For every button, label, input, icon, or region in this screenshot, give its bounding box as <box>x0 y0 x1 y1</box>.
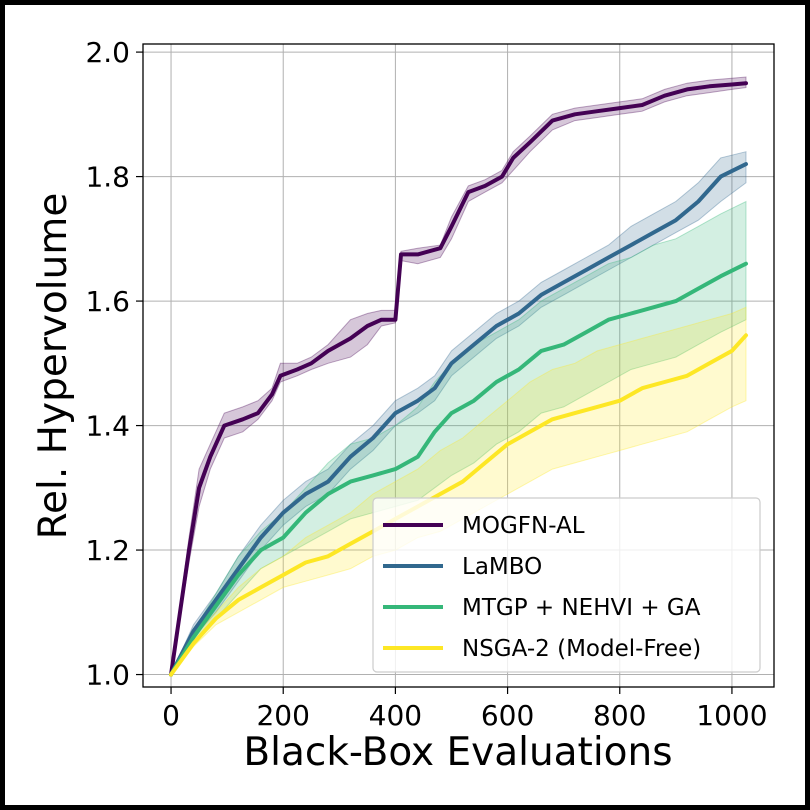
series-lines <box>169 81 748 677</box>
confidence-band-3 <box>170 306 747 675</box>
y-axis-label: Rel. Hypervolume <box>31 193 76 540</box>
x-axis-ticks: 0 200 400 600 800 1000 <box>162 687 768 732</box>
legend-label-1: LaMBO <box>462 554 542 580</box>
legend: MOGFN-AL LaMBO MTGP + NEHVI + GA NSGA-2 (Mo… <box>372 497 761 673</box>
legend-box <box>372 497 761 673</box>
series-line-1 <box>169 162 748 677</box>
series-line-2 <box>169 261 748 677</box>
legend-label-3: NSGA-2 (Model-Free) <box>462 636 701 662</box>
confidence-band-1 <box>170 151 747 675</box>
y-tick-label-4: 1.8 <box>85 161 130 194</box>
series-line-0 <box>169 81 748 677</box>
legend-label-2: MTGP + NEHVI + GA <box>462 595 701 621</box>
legend-label-0: MOGFN-AL <box>462 513 585 539</box>
x-tick-label-1: 200 <box>256 699 309 732</box>
x-tick-label-3: 600 <box>481 699 534 732</box>
x-tick-label-4: 800 <box>593 699 646 732</box>
plot-area-border <box>142 43 775 688</box>
y-axis-ticks: 1.0 1.2 1.4 1.6 1.8 2.0 <box>85 36 143 692</box>
y-tick-label-3: 1.6 <box>85 285 130 318</box>
x-tick-label-2: 400 <box>369 699 422 732</box>
y-tick-label-2: 1.4 <box>85 410 130 443</box>
y-tick-label-0: 1.0 <box>85 659 130 692</box>
x-axis-label: Black-Box Evaluations <box>243 730 672 775</box>
series-line-3 <box>169 333 748 677</box>
y-tick-label-5: 2.0 <box>85 36 130 69</box>
y-tick-label-1: 1.2 <box>85 534 130 567</box>
x-tick-label-0: 0 <box>162 699 180 732</box>
x-tick-label-5: 1000 <box>696 699 767 732</box>
